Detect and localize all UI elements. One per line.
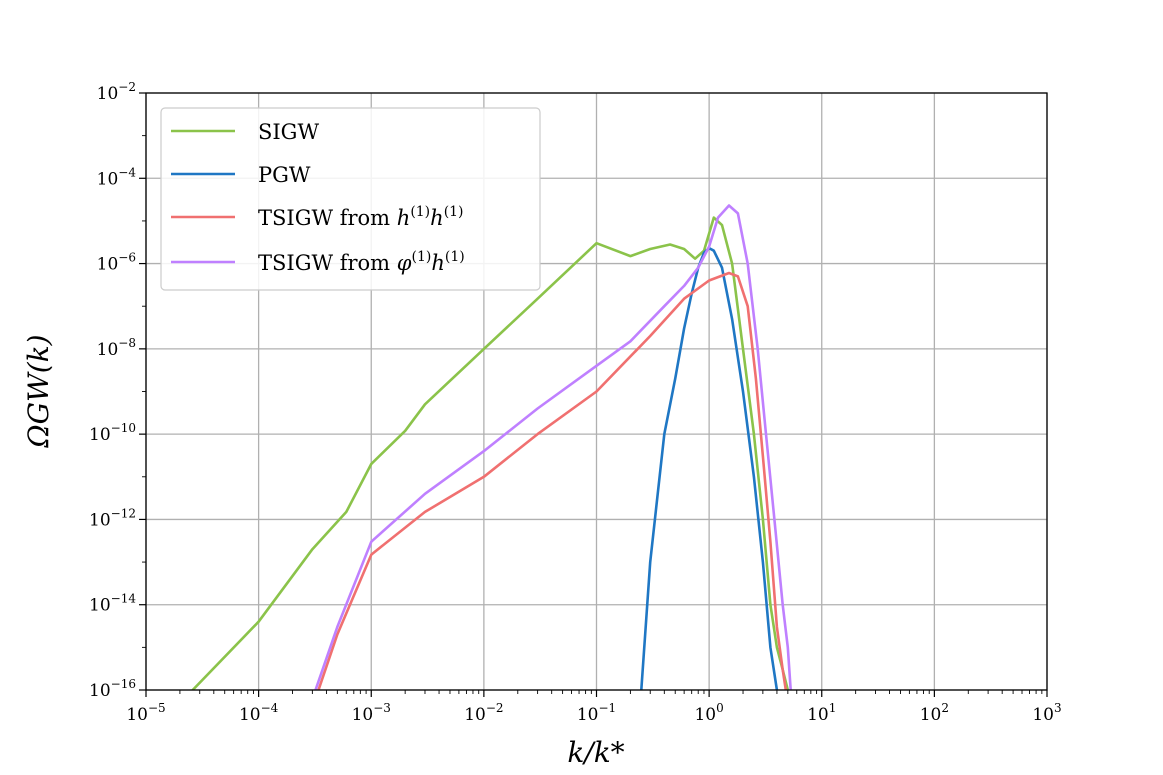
legend-label-2: PGW <box>258 163 311 187</box>
x-tick-label: 103 <box>1032 701 1061 725</box>
x-axis-title: k/k* <box>567 736 624 769</box>
legend: SIGW PGW TSIGW from h(1)h(1) TSIGW from φ(1… <box>160 107 541 291</box>
x-tick-label: 10−2 <box>464 701 503 725</box>
series-line-4 <box>314 204 793 690</box>
y-tick-label: 10−14 <box>89 592 136 616</box>
legend-box <box>160 107 541 291</box>
x-tick-label: 10−1 <box>577 701 616 725</box>
y-tick-label: 10−12 <box>89 506 136 530</box>
y-tick-label: 10−2 <box>97 80 136 104</box>
series-line-1 <box>191 216 790 690</box>
ticks <box>139 92 1048 697</box>
y-axis-title: ΩGW(k) <box>22 334 55 448</box>
x-tick-label: 101 <box>807 701 836 725</box>
y-tick-label: 10−6 <box>97 251 136 275</box>
y-tick-label: 10−4 <box>97 165 137 189</box>
y-tick-label: 10−8 <box>97 336 136 360</box>
x-tick-label: 10−4 <box>239 701 279 725</box>
tick-labels: 10−5 10−4 10−3 10−2 10−1 100 101 102 103 10−16 10−… <box>89 80 1062 725</box>
x-tick-label: 10−3 <box>352 701 391 725</box>
x-tick-label: 10−5 <box>126 701 165 725</box>
x-tick-label: 102 <box>920 701 949 725</box>
series-layer <box>191 204 793 690</box>
x-tick-label: 100 <box>694 701 723 725</box>
y-tick-label: 10−10 <box>89 421 136 445</box>
legend-label-1: SIGW <box>258 120 319 144</box>
y-tick-label: 10−16 <box>89 677 136 701</box>
series-line-3 <box>317 271 788 690</box>
legend-label-4: TSIGW from φ(1)h(1) <box>258 249 465 275</box>
legend-label-3: TSIGW from h(1)h(1) <box>258 204 464 230</box>
